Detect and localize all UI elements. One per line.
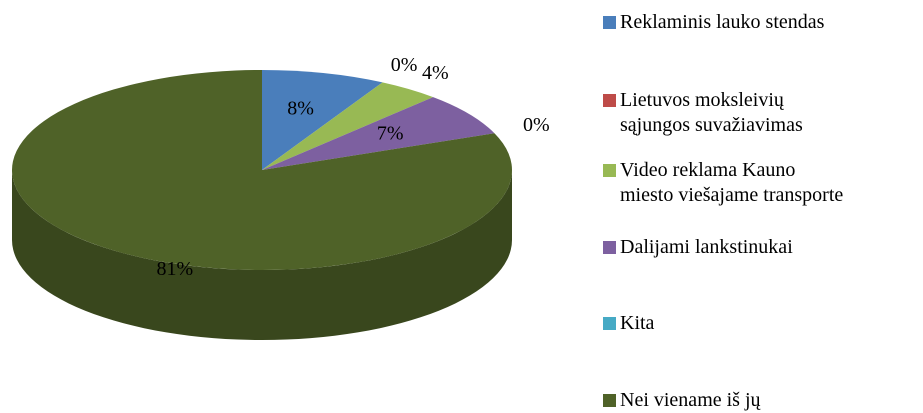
legend-label: Dalijami lankstinukai (620, 236, 793, 258)
legend-item: Video reklama Kauno miesto viešajame tra… (603, 158, 843, 208)
legend-item: Nei viename iš jų (603, 388, 761, 413)
slice (12, 70, 512, 270)
data-label: 0% (391, 54, 418, 76)
slice (262, 70, 383, 170)
legend-label: Lietuvos moksleivių sąjungos suvažiavima… (620, 89, 803, 136)
data-label: 0% (523, 114, 550, 136)
data-label: 4% (422, 62, 449, 84)
legend-item: Lietuvos moksleivių sąjungos suvažiavima… (603, 88, 803, 138)
legend-swatch (603, 241, 616, 254)
slice (262, 97, 495, 170)
legend-label: Reklaminis lauko stendas (620, 11, 825, 33)
legend-label: Video reklama Kauno miesto viešajame tra… (620, 159, 844, 206)
legend-swatch (603, 94, 616, 107)
slice-side (12, 170, 512, 340)
legend-item: Reklaminis lauko stendas (603, 10, 824, 35)
legend-swatch (603, 394, 616, 407)
legend-swatch (603, 317, 616, 330)
legend-item: Dalijami lankstinukai (603, 235, 793, 260)
legend-swatch (603, 16, 616, 29)
legend-swatch (603, 164, 616, 177)
data-label: 81% (157, 258, 194, 280)
data-label: 7% (377, 123, 404, 145)
data-label: 8% (287, 98, 314, 120)
legend-item: Kita (603, 311, 654, 336)
legend-label: Nei viename iš jų (620, 389, 761, 411)
legend-label: Kita (620, 312, 655, 334)
slice (262, 82, 434, 170)
chart: 8%0% 4%7% 0%81% (12, 54, 550, 340)
